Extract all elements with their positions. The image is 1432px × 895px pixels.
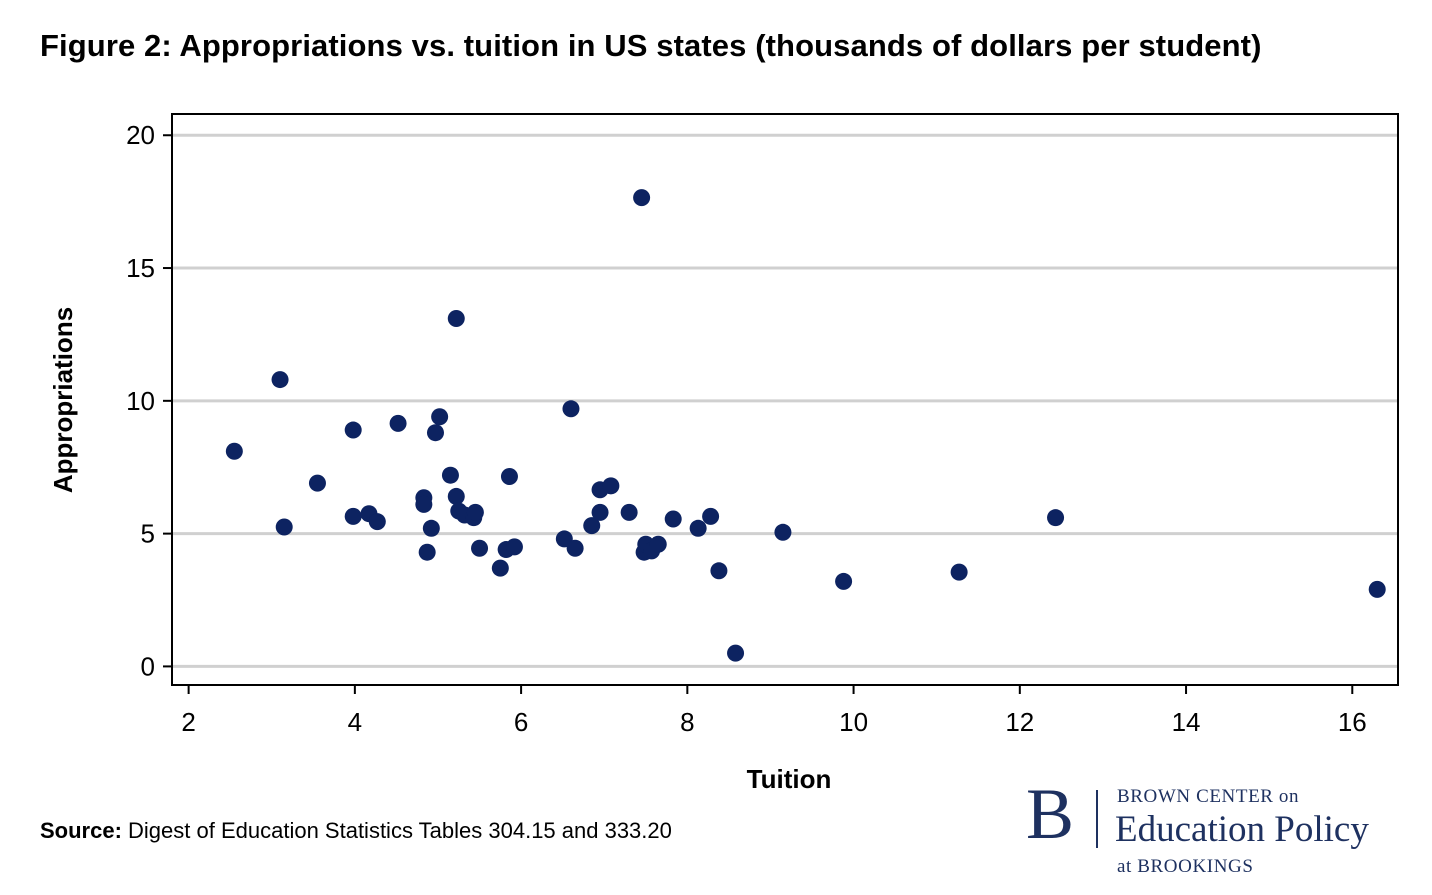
- source-text: Digest of Education Statistics Tables 30…: [121, 818, 672, 843]
- x-tick-label-14: 14: [1172, 707, 1201, 737]
- source-label: Source:: [40, 818, 122, 843]
- x-tick-label-16: 16: [1338, 707, 1367, 737]
- grid-layer: [172, 133, 1398, 668]
- data-point-2: [275, 518, 293, 536]
- data-point-22: [471, 539, 489, 557]
- data-point-45: [774, 523, 792, 541]
- data-point-26: [505, 538, 523, 556]
- data-point-42: [702, 507, 720, 525]
- scatter-chart: 0 5 10 15 20 2 4 6 8 10 12 14 16 Tuition Appropriati…: [48, 113, 1399, 794]
- data-point-17: [447, 309, 465, 327]
- data-point-11: [418, 543, 436, 561]
- x-tick-label-6: 6: [514, 707, 528, 737]
- data-point-1: [271, 371, 289, 389]
- data-point-39: [649, 535, 667, 553]
- data-point-48: [1047, 509, 1065, 527]
- source-note: Source: Digest of Education Statistics T…: [40, 818, 672, 844]
- x-axis-label: Tuition: [747, 764, 832, 794]
- brookings-logo: B BROWN CENTER on Education Policy at BR…: [1026, 778, 1416, 884]
- data-point-49: [1368, 580, 1386, 598]
- data-point-25: [500, 468, 518, 486]
- data-point-21: [466, 503, 484, 521]
- data-point-35: [633, 189, 651, 207]
- data-point-4: [344, 421, 362, 439]
- logo-line-1: BROWN CENTER on: [1117, 786, 1300, 807]
- data-point-40: [664, 510, 682, 528]
- data-point-31: [591, 503, 609, 521]
- chart-title: Figure 2: Appropriations vs. tuition in …: [40, 28, 1262, 63]
- x-tick-label-10: 10: [839, 707, 868, 737]
- data-point-47: [950, 563, 968, 581]
- data-point-34: [620, 503, 638, 521]
- y-axis-label: Appropriations: [48, 307, 78, 493]
- data-point-23: [491, 559, 509, 577]
- x-tick-label-8: 8: [680, 707, 694, 737]
- data-point-28: [562, 400, 580, 418]
- x-tick-label-12: 12: [1005, 707, 1034, 737]
- y-tick-label-0: 0: [141, 651, 155, 681]
- y-tick-label-5: 5: [141, 519, 155, 549]
- data-point-7: [368, 513, 386, 531]
- data-point-13: [426, 424, 444, 442]
- axis-layer: 0 5 10 15 20 2 4 6 8 10 12 14 16: [126, 120, 1367, 737]
- logo-letter: B: [1026, 774, 1075, 854]
- y-tick-label-20: 20: [126, 120, 155, 150]
- data-point-8: [389, 414, 407, 432]
- points-layer: [225, 189, 1386, 662]
- data-point-29: [566, 539, 584, 557]
- logo-line-2: Education Policy: [1115, 809, 1369, 850]
- logo-line-3: at BROOKINGS: [1117, 856, 1254, 877]
- data-point-33: [602, 477, 620, 495]
- plot-frame: [171, 113, 1399, 686]
- data-point-46: [835, 572, 853, 590]
- data-point-41: [689, 519, 707, 537]
- x-tick-label-2: 2: [181, 707, 195, 737]
- data-point-30: [583, 517, 601, 535]
- data-point-0: [225, 442, 243, 460]
- x-tick-label-4: 4: [348, 707, 362, 737]
- data-point-14: [431, 408, 449, 426]
- data-point-16: [447, 487, 465, 505]
- data-point-5: [344, 507, 362, 525]
- logo-divider: [1096, 790, 1098, 848]
- y-tick-label-10: 10: [126, 386, 155, 416]
- data-point-12: [422, 519, 440, 537]
- y-tick-label-15: 15: [126, 253, 155, 283]
- data-point-10: [415, 495, 433, 513]
- data-point-44: [727, 644, 745, 662]
- data-point-15: [441, 466, 459, 484]
- data-point-43: [710, 562, 728, 580]
- data-point-3: [308, 474, 326, 492]
